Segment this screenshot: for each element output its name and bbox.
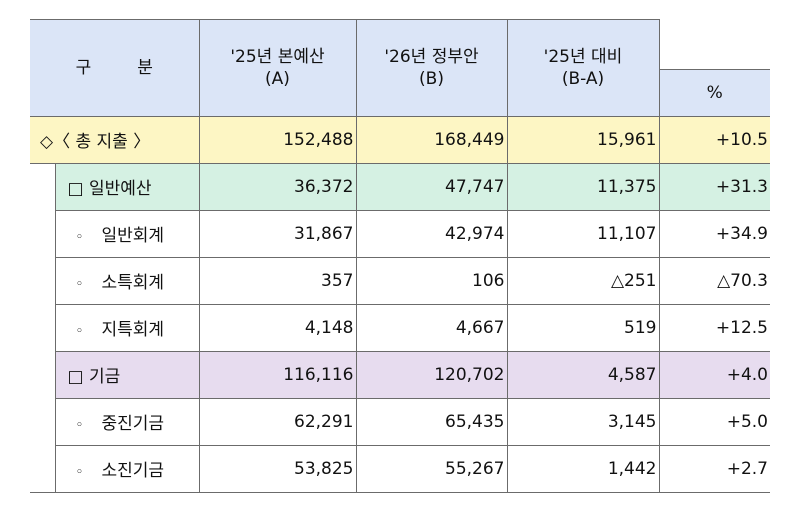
table-row-fund: □ 기금 116,116 120,702 4,587 +4.0 <box>30 350 770 399</box>
cell-b: 55,267 <box>355 444 508 493</box>
cell-a: 116,116 <box>198 350 357 399</box>
table-row: ◦ 지특회계 4,148 4,667 519 +12.5 <box>30 303 770 352</box>
cell-diff: 3,145 <box>506 397 660 446</box>
cell-diff: 11,107 <box>506 209 660 258</box>
cell-pct: +10.5 <box>658 115 770 164</box>
row-indent <box>30 304 56 351</box>
cell-b: 106 <box>355 256 508 305</box>
table-row: ◦ 중진기금 62,291 65,435 3,145 +5.0 <box>30 397 770 446</box>
cell-a: 152,488 <box>198 115 357 164</box>
row-label: □ 일반예산 <box>54 162 200 211</box>
row-indent <box>30 257 56 304</box>
bullet-icon: ◦ <box>75 230 84 245</box>
bullet-icon: ◦ <box>75 324 84 339</box>
header-pct-spacer <box>658 19 770 70</box>
row-indent <box>30 351 56 398</box>
table-row: ◦ 소진기금 53,825 55,267 1,442 +2.7 <box>30 444 770 493</box>
bullet-icon: ◦ <box>75 418 84 433</box>
bullet-icon: ◦ <box>75 465 84 480</box>
table-row-total: ◇〈 총 지출 〉 152,488 168,449 15,961 +10.5 <box>30 115 770 164</box>
cell-pct: +2.7 <box>658 444 770 493</box>
cell-a: 357 <box>198 256 357 305</box>
cell-diff: 519 <box>506 303 660 352</box>
cell-diff: △251 <box>506 256 660 305</box>
row-label: ◦ 소진기금 <box>54 444 200 493</box>
row-label: ◇〈 총 지출 〉 <box>30 115 200 164</box>
table-row: ◦ 일반회계 31,867 42,974 11,107 +34.9 <box>30 209 770 258</box>
cell-pct: +34.9 <box>658 209 770 258</box>
row-indent <box>30 445 56 493</box>
header-2025-budget: '25년 본예산 (A) <box>198 19 357 117</box>
row-label: □ 기금 <box>54 350 200 399</box>
cell-diff: 15,961 <box>506 115 660 164</box>
cell-a: 4,148 <box>198 303 357 352</box>
cell-pct: +5.0 <box>658 397 770 446</box>
row-label: ◦ 소특회계 <box>54 256 200 305</box>
cell-a: 36,372 <box>198 162 357 211</box>
cell-diff: 1,442 <box>506 444 660 493</box>
row-label: ◦ 일반회계 <box>54 209 200 258</box>
cell-pct: +12.5 <box>658 303 770 352</box>
cell-b: 42,974 <box>355 209 508 258</box>
table-row: ◦ 소특회계 357 106 △251 △70.3 <box>30 256 770 305</box>
row-indent <box>30 398 56 445</box>
cell-pct: +31.3 <box>658 162 770 211</box>
header-2026-proposal: '26년 정부안 (B) <box>355 19 508 117</box>
cell-a: 31,867 <box>198 209 357 258</box>
row-indent <box>30 210 56 257</box>
cell-a: 53,825 <box>198 444 357 493</box>
cell-b: 120,702 <box>355 350 508 399</box>
bullet-icon: ◦ <box>75 277 84 292</box>
cell-pct: +4.0 <box>658 350 770 399</box>
cell-b: 47,747 <box>355 162 508 211</box>
cell-b: 4,667 <box>355 303 508 352</box>
row-label: ◦ 중진기금 <box>54 397 200 446</box>
row-label: ◦ 지특회계 <box>54 303 200 352</box>
cell-b: 168,449 <box>355 115 508 164</box>
cell-diff: 4,587 <box>506 350 660 399</box>
header-diff: '25년 대비 (B-A) <box>506 19 660 117</box>
table-row-general-budget: □ 일반예산 36,372 47,747 11,375 +31.3 <box>30 162 770 211</box>
cell-pct: △70.3 <box>658 256 770 305</box>
cell-diff: 11,375 <box>506 162 660 211</box>
cell-b: 65,435 <box>355 397 508 446</box>
cell-a: 62,291 <box>198 397 357 446</box>
row-indent <box>30 163 56 210</box>
header-pct: % <box>659 68 770 117</box>
